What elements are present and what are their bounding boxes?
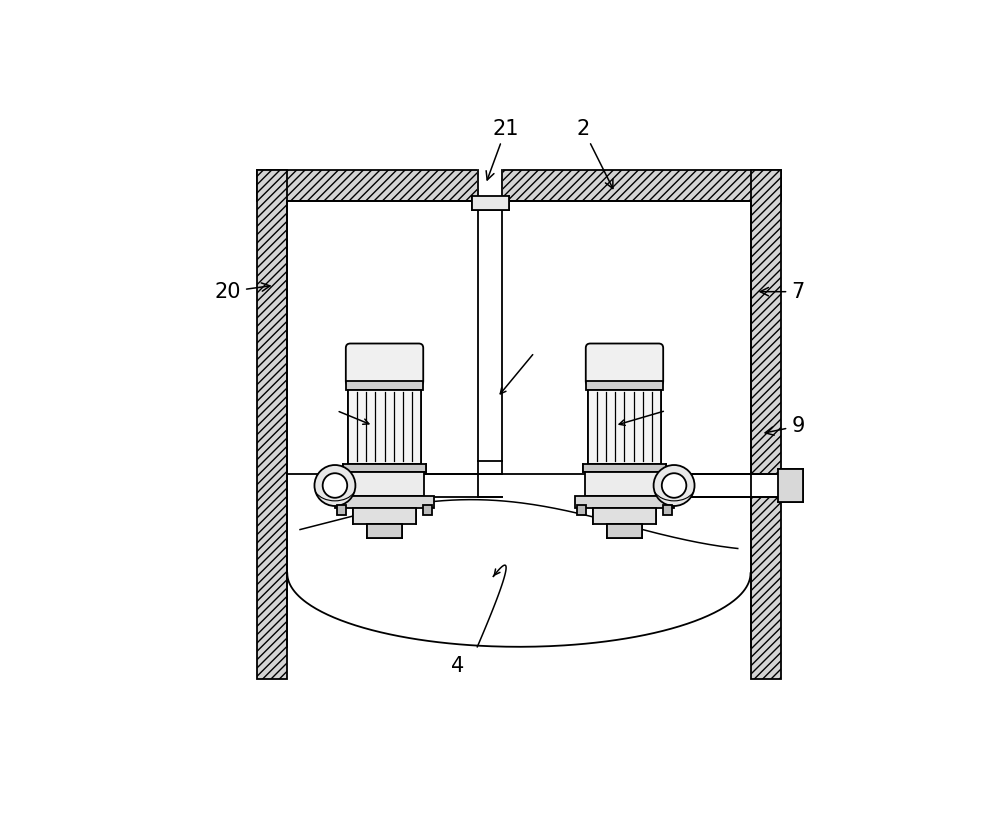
Bar — [353, 508, 416, 524]
Bar — [348, 390, 421, 465]
Bar — [423, 504, 432, 514]
Text: 7: 7 — [760, 282, 805, 302]
Bar — [345, 472, 424, 496]
Bar — [257, 170, 287, 679]
FancyBboxPatch shape — [586, 343, 663, 386]
Text: 21: 21 — [486, 119, 519, 180]
Text: 2: 2 — [576, 119, 613, 189]
Bar — [663, 504, 672, 514]
Bar — [577, 504, 586, 514]
FancyBboxPatch shape — [346, 343, 423, 386]
Text: 4: 4 — [451, 656, 465, 676]
Bar — [367, 524, 402, 538]
Bar — [287, 201, 751, 474]
Bar — [287, 474, 751, 647]
Bar — [337, 504, 346, 514]
Bar — [335, 496, 434, 508]
Text: 9: 9 — [765, 416, 805, 436]
Bar — [575, 496, 674, 508]
Bar — [778, 469, 803, 502]
Bar — [586, 381, 663, 390]
Bar — [607, 524, 642, 538]
Text: 20: 20 — [215, 282, 270, 302]
Bar — [583, 465, 666, 472]
Bar — [585, 472, 664, 496]
Bar — [346, 381, 423, 390]
Bar — [472, 196, 509, 210]
Bar — [343, 465, 426, 472]
Circle shape — [323, 473, 347, 498]
Circle shape — [662, 473, 686, 498]
Circle shape — [314, 465, 355, 506]
Bar — [751, 474, 789, 497]
Bar — [478, 168, 502, 202]
Bar — [257, 170, 781, 201]
Bar — [593, 508, 656, 524]
Bar — [588, 390, 661, 465]
Circle shape — [654, 465, 695, 506]
Bar — [751, 170, 781, 679]
